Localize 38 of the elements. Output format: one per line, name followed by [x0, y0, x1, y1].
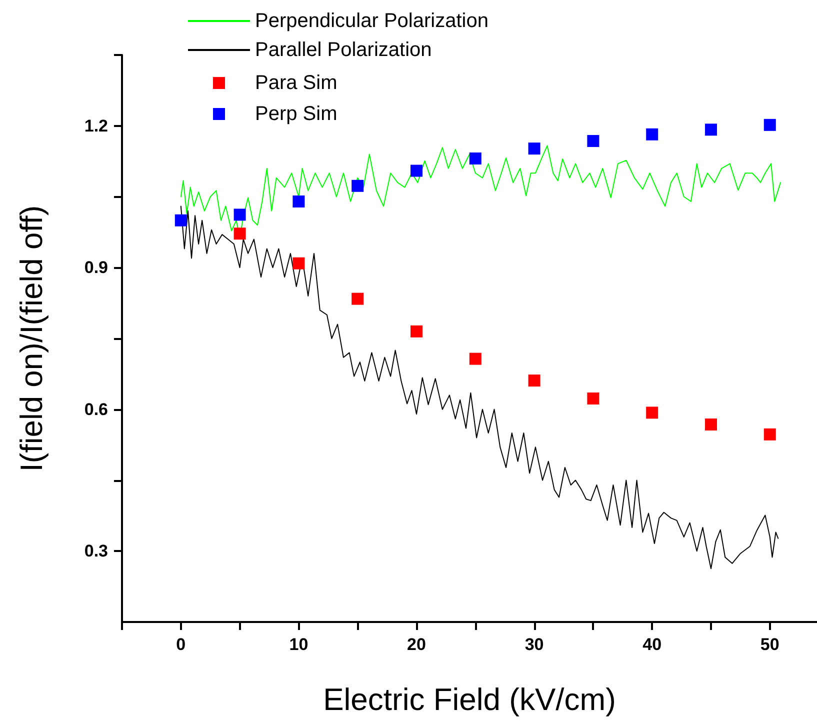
point	[234, 228, 246, 240]
x-axis-title: Electric Field (kV/cm)	[323, 682, 616, 717]
legend-label: Perpendicular Polarization	[255, 10, 488, 32]
point	[410, 325, 422, 338]
y-tick-label: 1.2	[84, 116, 108, 136]
x-tick-label: 50	[760, 635, 780, 654]
point	[292, 257, 305, 270]
legend-label: Para Sim	[255, 72, 338, 94]
point	[292, 195, 305, 208]
point	[469, 152, 482, 164]
x-tick-label: 30	[524, 635, 544, 654]
point	[704, 124, 717, 136]
line-series	[180, 206, 779, 570]
point	[528, 374, 540, 387]
x-tick-label: 10	[289, 635, 308, 654]
y-tick-label: 0.3	[84, 542, 108, 561]
legend-label: Parallel Polarization	[255, 39, 432, 61]
point	[352, 292, 364, 305]
point	[646, 128, 658, 140]
point	[469, 352, 482, 365]
y-axis-title: I(field on)/I(field off)	[14, 205, 49, 472]
point	[174, 214, 187, 226]
point	[587, 134, 600, 147]
point	[704, 418, 717, 430]
y-tick-label: 0.9	[84, 258, 108, 278]
x-tick-label: 0	[176, 635, 186, 654]
point	[764, 118, 776, 131]
point	[352, 180, 364, 192]
y-tick-label: 0.6	[84, 400, 108, 419]
x-tick-label: 40	[642, 635, 662, 654]
x-tick-label: 20	[407, 635, 426, 654]
point	[528, 142, 540, 155]
point	[764, 428, 776, 440]
point	[646, 406, 658, 419]
point	[587, 392, 600, 405]
point	[410, 164, 422, 177]
point	[234, 208, 246, 221]
legend-label: Perp Sim	[255, 103, 338, 125]
